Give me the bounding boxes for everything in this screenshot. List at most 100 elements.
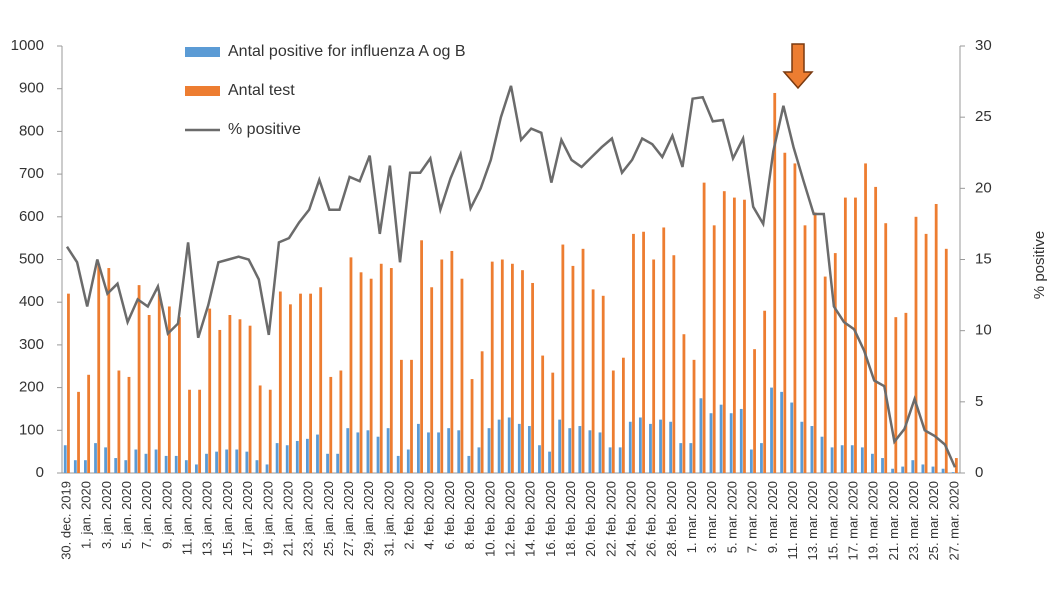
bar (104, 447, 108, 473)
bar (790, 402, 794, 473)
bar (628, 421, 632, 473)
bar (749, 449, 753, 473)
bar (548, 451, 551, 473)
bar (891, 468, 895, 473)
bar (881, 458, 884, 473)
bar (719, 404, 723, 473)
bar (134, 449, 138, 473)
legend-label: % positive (228, 121, 301, 138)
bar (843, 197, 847, 473)
bar (511, 263, 514, 473)
bar (359, 272, 363, 473)
x-tick-label: 5. mar. 2020 (724, 481, 739, 553)
bar (386, 428, 390, 473)
bar (195, 464, 198, 473)
y-tick-label: 0 (36, 464, 44, 481)
y-tick-label: 500 (19, 250, 44, 267)
bar (850, 445, 854, 473)
x-tick-label: 1. jan. 2020 (79, 481, 94, 549)
bar (793, 163, 797, 474)
bar (884, 223, 888, 473)
x-tick-label: 23. jan. 2020 (301, 481, 316, 556)
bar (319, 287, 323, 473)
bar (820, 436, 824, 473)
bar (823, 276, 827, 473)
bar (871, 453, 874, 473)
x-tick-label: 9. mar. 2020 (765, 481, 780, 553)
bar (743, 199, 746, 473)
bar (215, 451, 218, 473)
bar (833, 253, 837, 473)
bar (225, 449, 229, 473)
bar (803, 225, 807, 473)
bar (157, 293, 161, 473)
x-tick-label: 19. mar. 2020 (866, 481, 881, 561)
bar (248, 325, 252, 473)
bar (205, 453, 208, 473)
bar (951, 472, 955, 473)
bar (447, 428, 451, 473)
bar (114, 458, 118, 473)
bar (406, 449, 410, 473)
x-tick-label: 15. jan. 2020 (220, 481, 235, 556)
y2-tick-label: 5 (975, 393, 983, 410)
bar (356, 432, 360, 473)
bar (864, 163, 867, 474)
y-tick-label: 200 (19, 379, 44, 396)
x-tick-label: 31. jan. 2020 (381, 481, 396, 556)
bar (800, 421, 804, 473)
bar (410, 359, 413, 473)
bar (924, 233, 928, 473)
bar (672, 255, 676, 473)
x-tick-label: 8. feb. 2020 (462, 481, 477, 550)
x-tick-label: 27. jan. 2020 (341, 481, 356, 556)
bar (379, 263, 383, 473)
bar (561, 244, 565, 473)
bar (571, 265, 575, 473)
bar (601, 295, 605, 473)
bar (316, 434, 319, 473)
bar (692, 359, 696, 473)
bar (538, 445, 541, 473)
bar (682, 334, 686, 473)
bar (621, 357, 625, 473)
bar (632, 233, 635, 473)
bar (427, 432, 430, 473)
bar (420, 240, 423, 473)
bar (702, 182, 706, 473)
x-tick-label: 21. jan. 2020 (280, 481, 295, 556)
bar (921, 464, 925, 473)
y-tick-label: 1000 (11, 37, 44, 54)
x-tick-label: 12. feb. 2020 (502, 481, 517, 557)
bar (662, 227, 666, 473)
y2-tick-label: 15 (975, 250, 992, 267)
x-tick-label: 24. feb. 2020 (624, 481, 639, 557)
x-tick-label: 23. mar. 2020 (906, 481, 921, 561)
bar (591, 289, 595, 473)
bar (531, 282, 534, 473)
bar (490, 261, 494, 473)
bar (117, 370, 121, 473)
bar (127, 376, 131, 473)
legend-label: Antal test (228, 82, 295, 99)
bar (289, 304, 292, 473)
bar (894, 317, 898, 473)
bar (901, 466, 905, 473)
bar (507, 417, 511, 473)
bar (500, 259, 504, 473)
bar (840, 445, 844, 473)
y-tick-label: 400 (19, 293, 44, 310)
bar (97, 263, 101, 473)
y-tick-label: 100 (19, 421, 44, 438)
bar (228, 315, 232, 473)
bar (437, 432, 440, 473)
bar (268, 389, 272, 473)
bar (581, 248, 585, 473)
bar (275, 443, 279, 473)
bar (167, 306, 171, 473)
bar (497, 419, 501, 473)
bar (709, 413, 713, 473)
bar (598, 432, 602, 473)
bar (218, 329, 222, 473)
